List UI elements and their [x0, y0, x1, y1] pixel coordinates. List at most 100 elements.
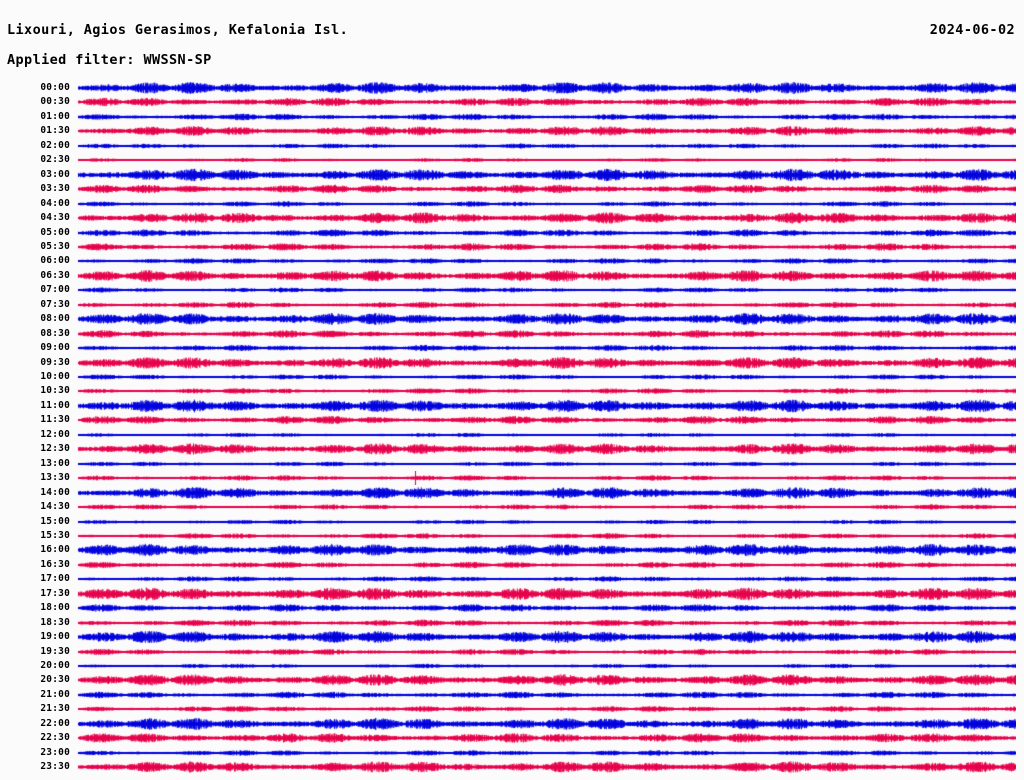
trace-row: 13:00: [0, 456, 1016, 471]
trace-row: 10:30: [0, 384, 1016, 399]
trace-row: 21:30: [0, 702, 1016, 717]
trace-row: 01:30: [0, 124, 1016, 139]
trace-row: 05:30: [0, 239, 1016, 254]
trace-row: 10:00: [0, 370, 1016, 384]
trace-waveform: [0, 124, 1016, 139]
trace-waveform: [0, 254, 1016, 269]
trace-waveform: [0, 370, 1016, 384]
applied-filter-label: Applied filter: WWSSN-SP: [7, 52, 212, 68]
trace-row: 20:30: [0, 673, 1016, 688]
trace-waveform: [0, 211, 1016, 226]
trace-row: 19:00: [0, 630, 1016, 645]
trace-waveform: [0, 384, 1016, 399]
trace-waveform: [0, 644, 1016, 659]
trace-waveform: [0, 557, 1016, 572]
trace-row: 00:00: [0, 81, 1016, 95]
trace-waveform: [0, 427, 1016, 442]
trace-row: 08:30: [0, 326, 1016, 341]
trace-waveform: [0, 283, 1016, 298]
trace-row: 19:30: [0, 644, 1016, 659]
trace-waveform: [0, 81, 1016, 95]
trace-row: 14:00: [0, 485, 1016, 500]
trace-waveform: [0, 297, 1016, 312]
trace-waveform: [0, 182, 1016, 197]
trace-waveform: [0, 601, 1016, 616]
trace-waveform: [0, 456, 1016, 471]
trace-row: 18:00: [0, 601, 1016, 616]
record-date: 2024-06-02: [929, 22, 1015, 38]
trace-waveform: [0, 268, 1016, 283]
trace-row: 12:30: [0, 442, 1016, 457]
trace-waveform: [0, 341, 1016, 356]
trace-row: 00:30: [0, 95, 1016, 110]
trace-waveform: [0, 572, 1016, 587]
trace-waveform: [0, 109, 1016, 124]
trace-waveform: [0, 398, 1016, 413]
trace-row: 09:00: [0, 341, 1016, 356]
trace-row: 03:00: [0, 167, 1016, 182]
trace-row: 15:30: [0, 528, 1016, 543]
trace-row: 11:00: [0, 398, 1016, 413]
trace-row: 06:30: [0, 268, 1016, 283]
trace-waveform: [0, 471, 1016, 486]
trace-waveform: [0, 659, 1016, 673]
trace-row: 21:00: [0, 687, 1016, 702]
trace-waveform: [0, 528, 1016, 543]
trace-waveform: [0, 413, 1016, 428]
trace-row: 18:30: [0, 615, 1016, 630]
trace-row: 13:30: [0, 471, 1016, 486]
page-title: Lixouri, Agios Gerasimos, Kefalonia Isl.: [7, 22, 349, 38]
trace-row: 22:30: [0, 731, 1016, 746]
trace-waveform: [0, 167, 1016, 182]
trace-row: 15:00: [0, 514, 1016, 529]
trace-waveform: [0, 702, 1016, 717]
trace-waveform: [0, 138, 1016, 153]
trace-row: 23:00: [0, 745, 1016, 760]
trace-row: 16:30: [0, 557, 1016, 572]
trace-waveform: [0, 95, 1016, 110]
trace-row: 23:30: [0, 760, 1016, 775]
trace-waveform: [0, 326, 1016, 341]
trace-waveform: [0, 442, 1016, 457]
trace-waveform: [0, 153, 1016, 168]
trace-waveform: [0, 731, 1016, 746]
trace-waveform: [0, 355, 1016, 370]
trace-row: 04:30: [0, 211, 1016, 226]
trace-waveform: [0, 500, 1016, 515]
trace-waveform: [0, 514, 1016, 529]
trace-waveform: [0, 543, 1016, 558]
trace-row: 03:30: [0, 182, 1016, 197]
trace-row: 20:00: [0, 659, 1016, 673]
trace-row: 17:30: [0, 586, 1016, 601]
trace-waveform: [0, 745, 1016, 760]
trace-waveform: [0, 687, 1016, 702]
trace-waveform: [0, 239, 1016, 254]
trace-waveform: [0, 485, 1016, 500]
trace-row: 07:30: [0, 297, 1016, 312]
trace-waveform: [0, 312, 1016, 327]
trace-row: 08:00: [0, 312, 1016, 327]
trace-waveform: [0, 225, 1016, 240]
trace-row: 22:00: [0, 716, 1016, 731]
trace-waveform: [0, 673, 1016, 688]
trace-row: 04:00: [0, 196, 1016, 211]
trace-row: 09:30: [0, 355, 1016, 370]
trace-row: 02:30: [0, 153, 1016, 168]
trace-row: 14:30: [0, 500, 1016, 515]
trace-row: 12:00: [0, 427, 1016, 442]
trace-waveform: [0, 760, 1016, 775]
trace-waveform: [0, 716, 1016, 731]
trace-waveform: [0, 615, 1016, 630]
trace-row: 02:00: [0, 138, 1016, 153]
trace-row: 07:00: [0, 283, 1016, 298]
trace-waveform: [0, 630, 1016, 645]
trace-waveform: [0, 586, 1016, 601]
trace-row: 01:00: [0, 109, 1016, 124]
trace-row: 16:00: [0, 543, 1016, 558]
trace-row: 17:00: [0, 572, 1016, 587]
trace-waveform: [0, 196, 1016, 211]
trace-row: 06:00: [0, 254, 1016, 269]
trace-row: 05:00: [0, 225, 1016, 240]
